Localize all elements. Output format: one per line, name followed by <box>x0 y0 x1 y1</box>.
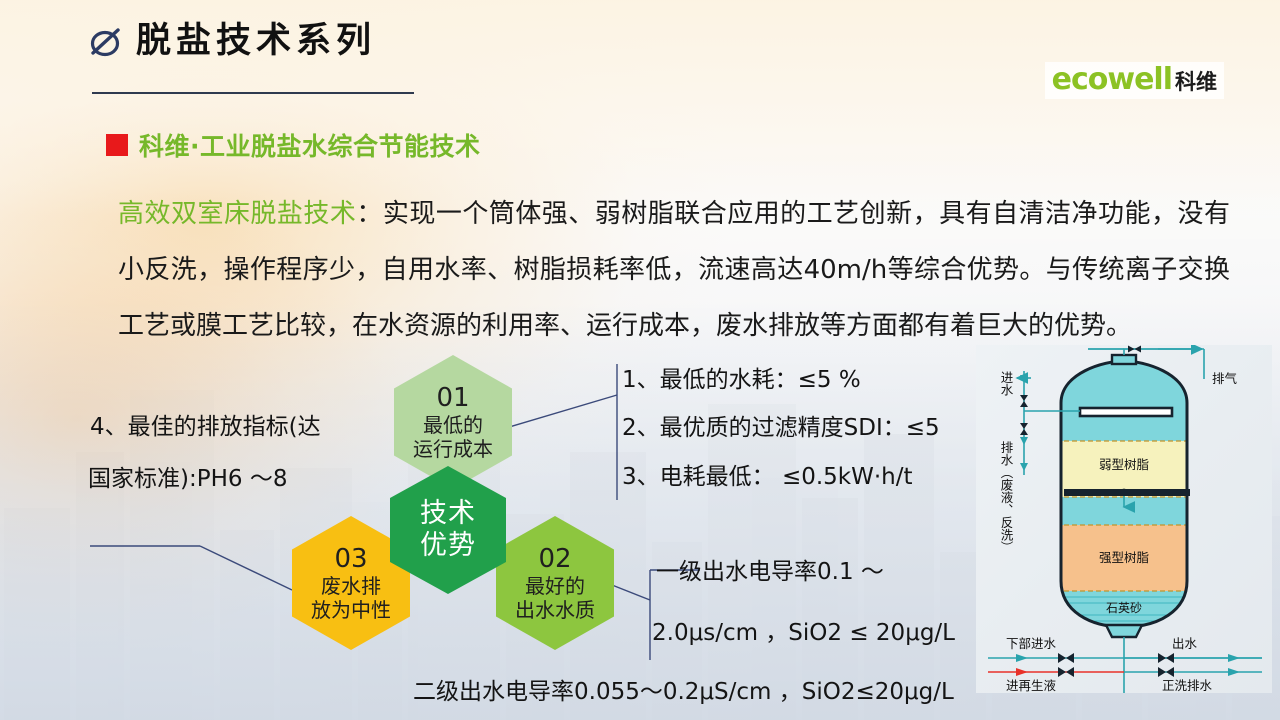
title-underline <box>92 92 414 94</box>
callout-right-item-1: 1、最低的水耗：≤5 % <box>622 367 861 393</box>
hexagon-02-line1: 最好的 <box>525 574 585 599</box>
hexagon-01-number: 01 <box>436 383 470 414</box>
hexagon-02-number: 02 <box>538 544 572 575</box>
callout-right-item-3: 3、电耗最低： ≤0.5kW·h/t <box>622 464 913 490</box>
hexagon-center-line2: 优势 <box>420 530 476 561</box>
callout-left-line1: 4、最佳的排放指标(达 <box>90 414 321 440</box>
vent-piping <box>1088 345 1205 379</box>
vessel-internal-layers <box>1061 361 1187 627</box>
left-line-valve-icons <box>1020 395 1028 435</box>
callout-right-item-4: 一级出水电导率0.1 ～ <box>656 559 884 585</box>
upper-distributor <box>1078 406 1174 418</box>
hexagon-01-line1: 最低的 <box>423 413 483 438</box>
hexagon-03-number: 03 <box>334 544 368 575</box>
page-title: 脱盐技术系列 <box>136 21 377 61</box>
hexagon-item-02[interactable]: 02 最好的 出水水质 <box>496 516 614 650</box>
hexagon-02-line2: 出水水质 <box>515 597 595 622</box>
vessel-top-nozzle <box>1110 353 1138 366</box>
left-line-flow-arrows <box>1020 375 1028 471</box>
vessel-schematic-diagram: 排气 进水 排水（废液、反洗） 弱型树脂 强型树脂 <box>976 345 1272 693</box>
brand-logo: ecowell 科维 <box>1044 62 1224 99</box>
callout-right-item-2: 2、最优质的过滤精度SDI：≤5 <box>622 415 940 441</box>
vessel-bottom-nozzle <box>1104 623 1144 639</box>
diagram-label-weak-resin: 弱型树脂 <box>1099 457 1149 472</box>
body-lead-phrase: 高效双室床脱盐技术 <box>118 199 357 229</box>
page-header: 脱盐技术系列 <box>88 24 376 59</box>
bottom-piping <box>988 637 1262 693</box>
diagram-label-rinse-drain: 正洗排水 <box>1162 678 1213 693</box>
red-square-bullet-icon <box>106 134 128 156</box>
slashed-circle-icon <box>90 27 120 56</box>
callout-right-item-5: 2.0μs/cm ，SiO2 ≤ 20μg/L <box>652 620 955 646</box>
body-paragraph: 高效双室床脱盐技术：实现一个筒体强、弱树脂联合应用的工艺创新，具有自清洁净功能，… <box>118 186 1230 354</box>
diagram-label-vent: 排气 <box>1212 371 1238 386</box>
callout-bottom-text: 二级出水电导率0.055～0.2μS/cm ，SiO2≤20μg/L <box>413 679 954 705</box>
body-rest-text: ：实现一个筒体强、弱树脂联合应用的工艺创新，具有自清洁净功能，没有小反洗，操作程… <box>118 199 1230 341</box>
hexagon-01-line2: 运行成本 <box>413 436 493 461</box>
vent-valve-icon <box>1128 345 1141 353</box>
vessel-outline <box>1059 359 1189 629</box>
hexagon-03-line1: 废水排 <box>321 574 381 599</box>
section-heading: 科维·工业脱盐水综合节能技术 <box>106 127 481 163</box>
diagram-label-inlet: 进水 <box>999 371 1014 396</box>
diagram-label-bottom-inlet: 下部进水 <box>1006 636 1057 651</box>
diagram-label-strong-resin: 强型树脂 <box>1099 550 1149 565</box>
callout-left-line2: 国家标准):PH6 ～8 <box>88 466 288 492</box>
brand-logo-chinese: 科维 <box>1175 70 1217 94</box>
vessel-schematic-svg: 排气 进水 排水（废液、反洗） 弱型树脂 强型树脂 <box>988 345 1262 693</box>
hexagon-03-line2: 放为中性 <box>311 597 391 622</box>
diagram-label-sand: 石英砂 <box>1106 601 1142 615</box>
brand-logo-latin: ecowell <box>1051 62 1173 97</box>
diagram-label-drain: 排水（废液、反洗） <box>999 441 1014 554</box>
hexagon-center-line1: 技术 <box>420 498 476 530</box>
hexagon-item-01[interactable]: 01 最低的 运行成本 <box>394 355 512 489</box>
diagram-label-regen: 进再生液 <box>1006 678 1057 693</box>
section-heading-label: 科维·工业脱盐水综合节能技术 <box>139 132 481 161</box>
diagram-label-outlet: 出水 <box>1172 636 1198 651</box>
